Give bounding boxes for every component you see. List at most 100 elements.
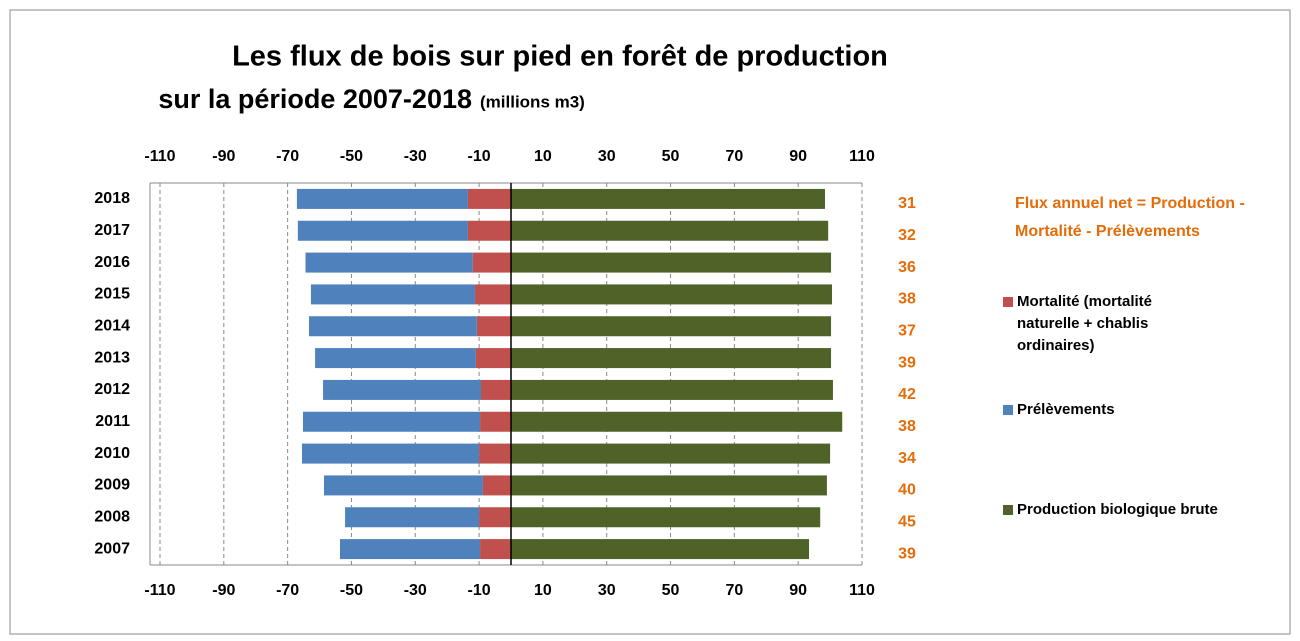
net-value-label: 34	[898, 450, 916, 467]
net-annotation: Flux annuel net = Production - Mortalité…	[1015, 195, 1245, 240]
bar-segment	[511, 411, 843, 432]
x-tick-label-bottom: -50	[340, 582, 363, 599]
bar-segment	[323, 379, 482, 400]
x-tick-label-top: -90	[212, 148, 235, 165]
x-tick-label-top: 110	[849, 148, 875, 165]
bar-segment	[481, 379, 511, 400]
net-value-label: 39	[898, 354, 916, 371]
legend-item: Prélèvements	[1003, 399, 1257, 421]
bar-segment	[480, 411, 511, 432]
bar-segment	[511, 443, 831, 464]
bar-segment	[511, 252, 832, 273]
x-tick-label-top: -110	[144, 148, 175, 165]
net-value-label: 40	[898, 482, 916, 499]
bar-segment	[511, 379, 833, 400]
y-tick-label: 2009	[94, 477, 130, 494]
y-tick-label: 2012	[94, 381, 130, 398]
net-value-label: 45	[898, 513, 916, 530]
bar-segment	[297, 220, 468, 241]
net-value-label: 32	[898, 227, 916, 244]
y-tick-label: 2008	[94, 508, 130, 525]
bar-segment	[345, 507, 480, 528]
x-tick-label-bottom: -90	[212, 582, 235, 599]
x-tick-label-bottom: -110	[144, 582, 175, 599]
x-tick-label-top: -10	[468, 148, 491, 165]
bar-segment	[302, 411, 481, 432]
bar-segment	[511, 507, 821, 528]
bar-segment	[479, 443, 511, 464]
frame	[9, 9, 1291, 635]
bar-segment	[475, 348, 511, 369]
legend-swatch	[1003, 505, 1013, 515]
bar-segment	[309, 316, 477, 337]
bar-segment	[305, 252, 473, 273]
x-tick-label-bottom: 70	[725, 582, 743, 599]
bar-segment	[310, 284, 475, 305]
bar-segment	[476, 316, 511, 337]
bar-segment	[315, 348, 476, 369]
legend-label: Prélèvements	[1017, 401, 1115, 418]
x-tick-label-bottom: 10	[534, 582, 552, 599]
x-tick-label-bottom: 90	[789, 582, 807, 599]
legend-swatch	[1003, 405, 1013, 415]
bar-segment	[339, 539, 481, 560]
x-tick-label-bottom: 30	[598, 582, 616, 599]
bar-segment	[301, 443, 480, 464]
x-tick-label-bottom: -70	[276, 582, 299, 599]
x-tick-label-top: 30	[598, 148, 616, 165]
legend-label: Production biologique brute	[1017, 501, 1218, 518]
x-tick-label-bottom: 50	[662, 582, 680, 599]
legend-item: Production biologique brute	[1003, 499, 1297, 521]
x-tick-label-top: -50	[340, 148, 363, 165]
x-tick-label-top: 70	[725, 148, 743, 165]
bar-segment	[482, 475, 511, 496]
x-tick-label-top: -70	[276, 148, 299, 165]
x-tick-label-top: 90	[789, 148, 807, 165]
x-tick-label-top: 10	[534, 148, 552, 165]
bar-segment	[480, 539, 511, 560]
x-tick-label-bottom: -30	[404, 582, 427, 599]
bar-segment	[324, 475, 483, 496]
chart-title: Les flux de bois sur pied en forêt de pr…	[232, 41, 888, 73]
y-tick-label: 2017	[94, 222, 130, 239]
y-tick-label: 2015	[94, 286, 130, 303]
y-tick-label: 2011	[95, 413, 130, 430]
bar-segment	[479, 507, 511, 528]
net-value-label: 38	[898, 291, 916, 308]
bar-segment	[511, 348, 832, 369]
net-value-label: 36	[898, 259, 916, 276]
net-value-label: 38	[898, 418, 916, 435]
chart-units: (millions m3)	[480, 92, 585, 111]
y-tick-label: 2013	[94, 349, 130, 366]
legend-item: Mortalité (mortalité naturelle + chablis…	[1003, 291, 1217, 357]
bar-segment	[511, 220, 829, 241]
bar-segment	[511, 539, 810, 560]
bar-segment	[467, 188, 511, 209]
x-tick-label-top: -30	[404, 148, 427, 165]
bar-segment	[511, 284, 833, 305]
bar-segment	[511, 316, 832, 337]
net-value-label: 37	[898, 322, 916, 339]
bar-segment	[474, 284, 511, 305]
y-tick-label: 2018	[94, 190, 130, 207]
y-tick-label: 2010	[94, 445, 130, 462]
bar-segment	[511, 188, 825, 209]
bar-segment	[467, 220, 511, 241]
x-tick-label-bottom: 110	[849, 582, 875, 599]
x-tick-label-top: 50	[662, 148, 680, 165]
y-tick-label: 2016	[94, 254, 130, 271]
bar-segment	[472, 252, 511, 273]
net-value-label: 31	[898, 195, 916, 212]
net-value-label: 39	[898, 545, 916, 562]
legend-label: Mortalité (mortalité naturelle + chablis…	[1017, 293, 1153, 354]
chart-subtitle: sur la période 2007-2018	[158, 84, 472, 114]
net-value-label: 42	[898, 386, 916, 403]
legend-swatch	[1003, 297, 1013, 307]
y-tick-label: 2007	[94, 540, 130, 557]
bar-segment	[296, 188, 468, 209]
y-tick-label: 2014	[94, 317, 130, 334]
x-tick-label-bottom: -10	[468, 582, 491, 599]
bar-segment	[511, 475, 827, 496]
